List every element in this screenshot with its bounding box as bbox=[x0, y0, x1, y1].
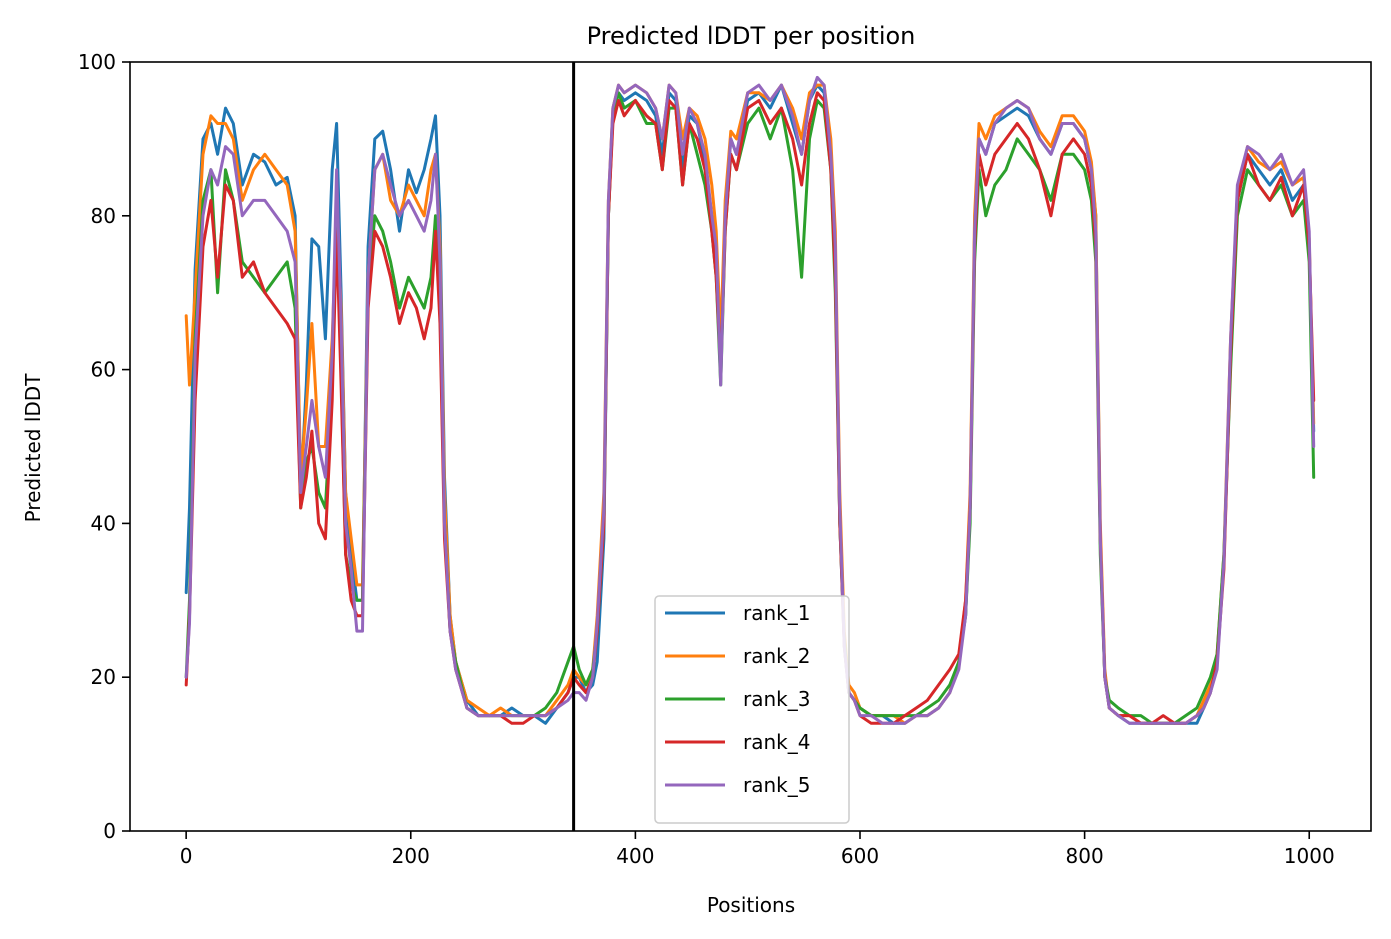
x-tick-label: 600 bbox=[841, 844, 879, 868]
series-layer bbox=[184, 75, 1316, 725]
y-tick-label: 20 bbox=[91, 665, 116, 689]
y-tick-label: 60 bbox=[91, 358, 116, 382]
legend: rank_1 rank_2 rank_3 rank_4 rank_5 bbox=[654, 595, 850, 824]
x-tick-label: 800 bbox=[1066, 844, 1104, 868]
series-line-rank_5 bbox=[184, 75, 1316, 725]
x-tick-label: 200 bbox=[392, 844, 430, 868]
legend-label-rank_3: rank_3 bbox=[743, 687, 810, 711]
y-tick-label: 80 bbox=[91, 204, 116, 228]
x-tick-label: 400 bbox=[616, 844, 654, 868]
y-tick-label: 100 bbox=[78, 50, 116, 74]
legend-label-rank_1: rank_1 bbox=[743, 601, 810, 625]
x-axis-title: Positions bbox=[707, 893, 795, 917]
axes-border bbox=[129, 61, 1372, 832]
legend-label-rank_5: rank_5 bbox=[743, 773, 810, 797]
y-axis-title: Predicted lDDT bbox=[21, 373, 45, 523]
legend-label-rank_2: rank_2 bbox=[743, 644, 810, 668]
legend-box bbox=[654, 595, 850, 824]
y-tick-label: 40 bbox=[91, 511, 116, 535]
legend-label-rank_4: rank_4 bbox=[743, 730, 810, 754]
axis-ticks: 0 200 400 600 800 1000 0 20 40 60 80 100 bbox=[78, 50, 1335, 868]
x-tick-label: 0 bbox=[180, 844, 193, 868]
chart-title: Predicted lDDT per position bbox=[587, 22, 916, 50]
y-tick-label: 0 bbox=[103, 819, 116, 843]
x-tick-label: 1000 bbox=[1284, 844, 1335, 868]
axes-frame bbox=[129, 61, 1372, 832]
